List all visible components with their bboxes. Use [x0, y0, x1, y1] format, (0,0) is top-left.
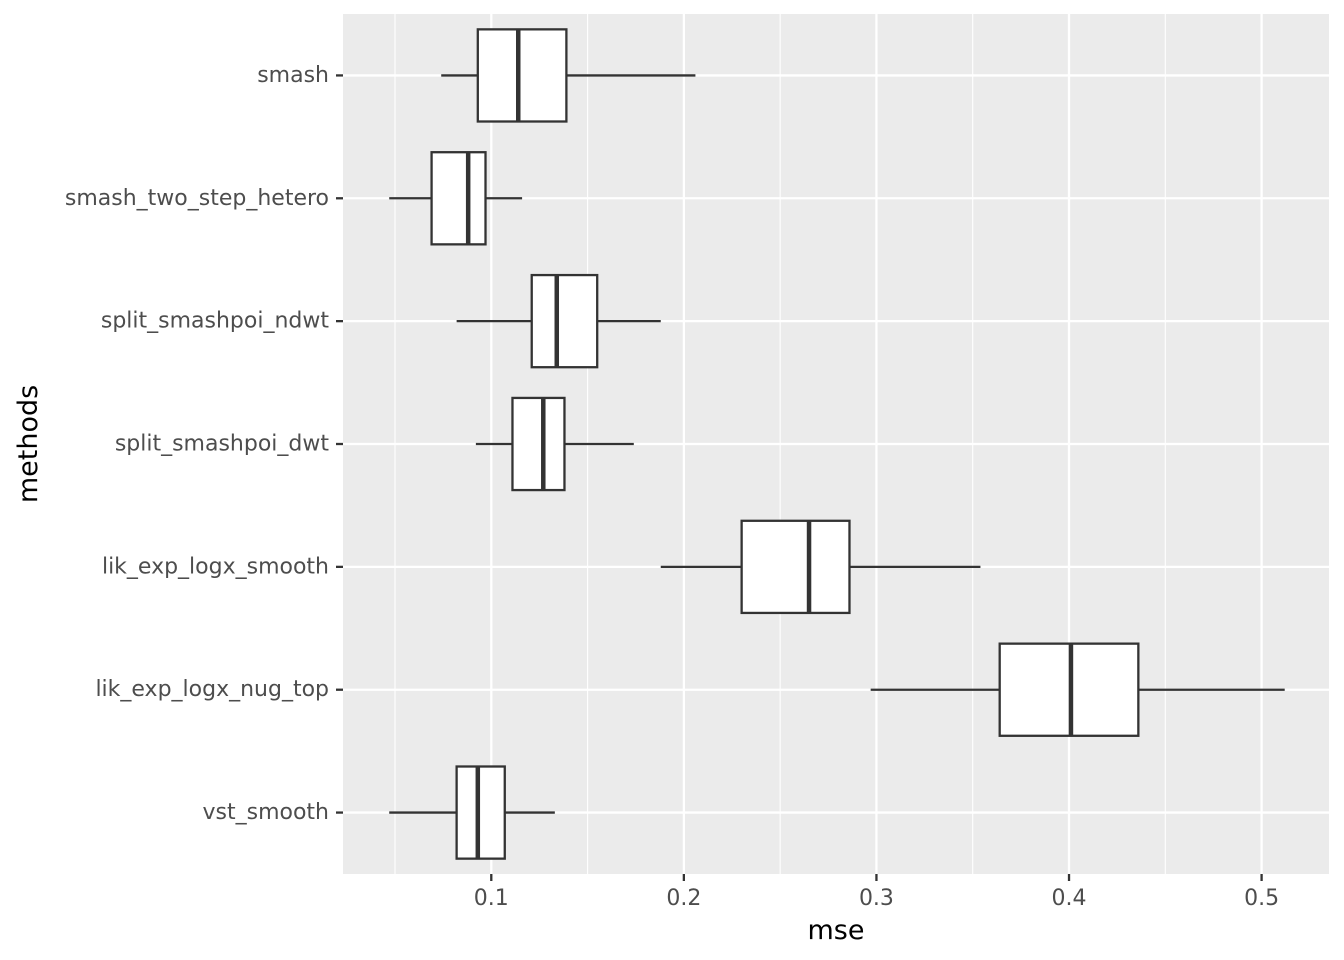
y-axis: smash smash_two_step_hetero split_smashpoi… — [65, 63, 343, 825]
x-tick-label: 0.1 — [474, 886, 509, 911]
y-axis-title: methods — [13, 385, 44, 503]
box-smash_two_step_hetero — [389, 151, 523, 246]
y-tick-label: smash_two_step_hetero — [65, 186, 329, 211]
x-tick-label: 0.4 — [1052, 886, 1087, 911]
box-iqr — [530, 273, 599, 369]
box-iqr — [476, 28, 568, 123]
box-split_smashpoi_dwt — [475, 396, 634, 492]
y-tick-label: smash — [257, 63, 329, 88]
box-series — [389, 28, 1285, 860]
box-lik_exp_logx_smooth — [660, 519, 981, 615]
x-axis-title: mse — [808, 915, 865, 946]
box-iqr — [740, 519, 851, 615]
box-iqr — [430, 151, 487, 246]
y-tick-label: split_smashpoi_ndwt — [101, 309, 329, 334]
y-tick-label: lik_exp_logx_nug_top — [95, 677, 329, 702]
x-tick-label: 0.5 — [1244, 886, 1279, 911]
y-tick-label: vst_smooth — [203, 800, 330, 825]
x-tick-label: 0.2 — [666, 886, 701, 911]
x-axis: 0.1 0.2 0.3 0.4 0.5 — [474, 874, 1279, 911]
box-vst_smooth — [389, 765, 555, 860]
box-smash — [441, 28, 696, 123]
box-split_smashpoi_ndwt — [456, 273, 661, 369]
y-tick-label: split_smashpoi_dwt — [115, 432, 330, 457]
box-iqr — [455, 765, 506, 860]
x-tick-label: 0.3 — [859, 886, 894, 911]
y-tick-label: lik_exp_logx_smooth — [102, 554, 329, 579]
box-lik_exp_logx_nug_top — [870, 642, 1285, 737]
box-iqr — [511, 396, 566, 492]
